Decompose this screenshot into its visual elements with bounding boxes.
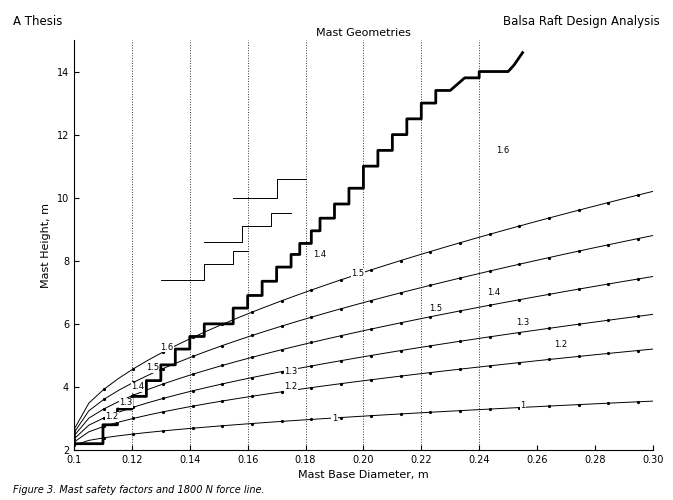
Y-axis label: Mast Height, m: Mast Height, m [41,202,51,288]
Text: 1.6: 1.6 [496,146,509,155]
Text: 1.3: 1.3 [516,318,529,327]
Text: 1.4: 1.4 [131,382,144,392]
Text: 1.3: 1.3 [285,366,297,376]
Text: Figure 3. Mast safety factors and 1800 N force line.: Figure 3. Mast safety factors and 1800 N… [13,485,265,495]
Title: Mast Geometries: Mast Geometries [316,28,411,38]
Text: 1.2: 1.2 [105,412,118,422]
Text: 1.5: 1.5 [429,304,442,312]
Text: Balsa Raft Design Analysis: Balsa Raft Design Analysis [503,15,660,28]
Text: 1.4: 1.4 [314,250,326,259]
Text: 1.6: 1.6 [160,343,173,352]
Text: 1.3: 1.3 [120,398,133,407]
Text: 1.5: 1.5 [145,364,159,372]
Text: 1: 1 [520,402,525,410]
Text: 1.2: 1.2 [285,382,297,392]
Text: 1.2: 1.2 [554,340,567,349]
Text: 1: 1 [332,414,337,423]
Text: 1.4: 1.4 [487,288,500,297]
Text: 1.5: 1.5 [351,269,364,278]
X-axis label: Mast Base Diameter, m: Mast Base Diameter, m [298,470,429,480]
Text: A Thesis: A Thesis [13,15,63,28]
